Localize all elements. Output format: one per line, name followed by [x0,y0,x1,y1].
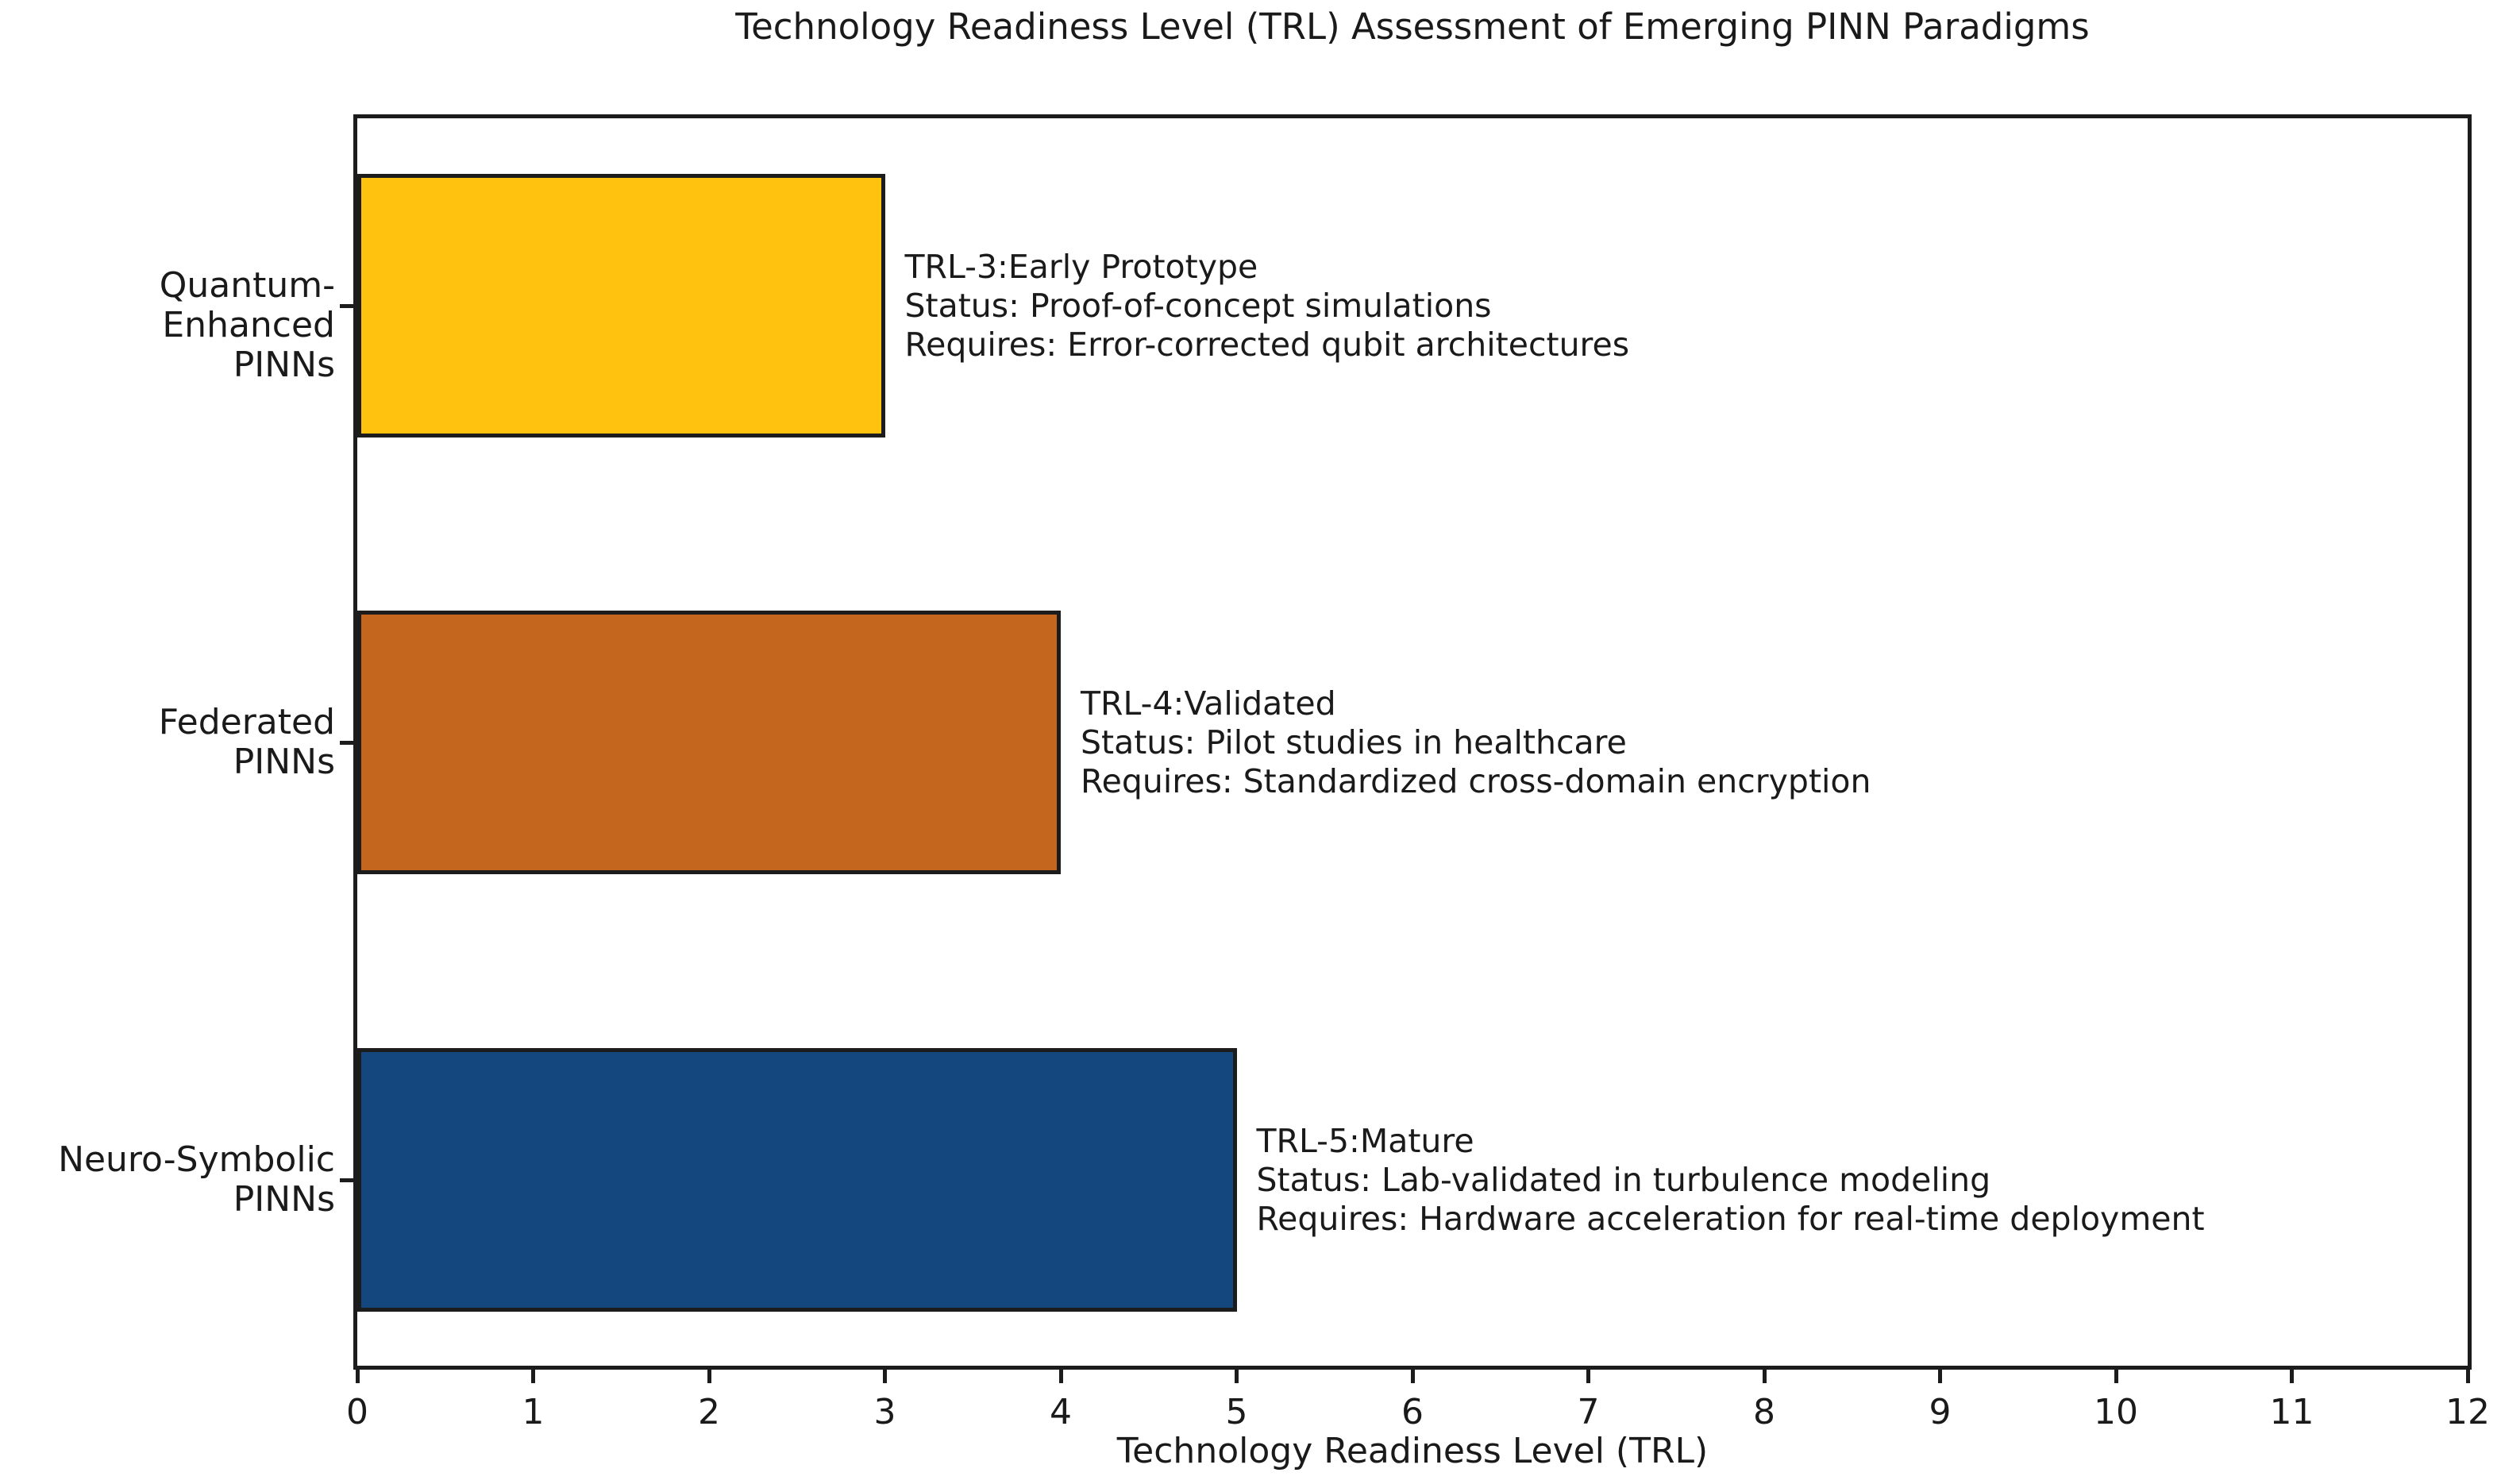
y-category-label-quantum-enhanced: Quantum-Enhanced PINNs [159,265,335,385]
x-tick-1 [531,1370,535,1383]
x-tick-12 [2465,1370,2470,1383]
x-tick-label-0: 0 [346,1392,368,1432]
x-tick-label-2: 2 [698,1392,720,1432]
annotation-line: TRL-3:Early Prototype [904,247,1258,286]
y-tick-quantum-enhanced [340,303,353,308]
x-tick-label-12: 12 [2445,1392,2490,1432]
x-tick-0 [355,1370,360,1383]
x-tick-label-5: 5 [1225,1392,1248,1432]
bar-neuro-symbolic [357,1048,1237,1312]
x-tick-label-4: 4 [1050,1392,1072,1432]
annotation-line: Requires: Standardized cross-domain encr… [1081,761,1871,800]
x-tick-label-1: 1 [522,1392,545,1432]
x-tick-label-6: 6 [1401,1392,1424,1432]
annotation-line: Status: Proof-of-concept simulations [904,286,1492,325]
annotation-line: TRL-5:Mature [1256,1121,1474,1160]
annotation-line: TRL-4:Validated [1081,684,1336,723]
y-tick-federated [340,740,353,745]
x-tick-11 [2290,1370,2294,1383]
x-tick-5 [1235,1370,1239,1383]
x-tick-8 [1762,1370,1767,1383]
x-tick-10 [2114,1370,2118,1383]
x-tick-7 [1586,1370,1590,1383]
bar-annotation-neuro-symbolic: TRL-5:Mature Status: Lab-validated in tur… [1257,1122,2205,1239]
bar-annotation-federated: TRL-4:Validated Status: Pilot studies in … [1081,684,1871,801]
annotation-line: Requires: Hardware acceleration for real… [1256,1199,2205,1238]
x-tick-6 [1410,1370,1415,1383]
x-axis-label: Technology Readiness Level (TRL) [1116,1431,1709,1471]
x-tick-label-7: 7 [1577,1392,1600,1432]
bar-annotation-quantum-enhanced: TRL-3:Early Prototype Status: Proof-of-co… [905,248,1630,364]
x-tick-label-8: 8 [1753,1392,1775,1432]
y-tick-neuro-symbolic [340,1178,353,1182]
annotation-line: Status: Lab-validated in turbulence mode… [1256,1160,1991,1199]
x-tick-label-3: 3 [873,1392,896,1432]
x-tick-4 [1058,1370,1063,1383]
chart-title: Technology Readiness Level (TRL) Assessm… [735,6,2090,48]
annotation-line: Requires: Error-corrected qubit architec… [904,325,1630,364]
bar-quantum-enhanced [357,174,885,437]
y-category-label-federated: Federated PINNs [158,702,335,782]
x-tick-2 [707,1370,711,1383]
x-tick-9 [1938,1370,1942,1383]
y-category-label-neuro-symbolic: Neuro-Symbolic PINNs [58,1139,335,1220]
bar-federated [357,611,1061,874]
x-tick-label-10: 10 [2094,1392,2138,1432]
x-tick-label-11: 11 [2269,1392,2314,1432]
x-tick-label-9: 9 [1929,1392,1952,1432]
annotation-line: Status: Pilot studies in healthcare [1081,723,1627,761]
x-tick-3 [883,1370,887,1383]
